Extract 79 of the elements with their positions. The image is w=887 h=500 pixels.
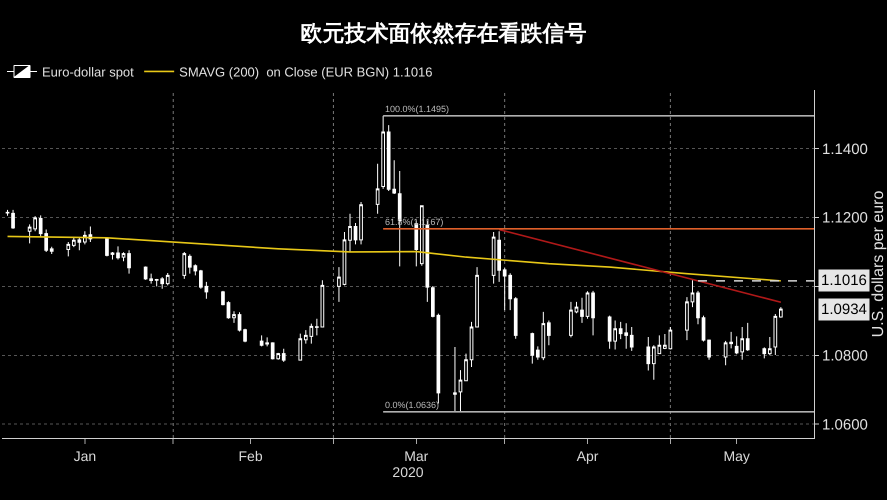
candlestick bbox=[541, 311, 546, 361]
x-tick-label: May bbox=[723, 448, 750, 464]
line-series bbox=[6, 236, 782, 282]
candlestick bbox=[188, 254, 192, 274]
candlestick bbox=[144, 266, 148, 280]
candlestick bbox=[740, 326, 744, 360]
x-tick-label: Feb bbox=[238, 448, 263, 464]
candlestick bbox=[724, 340, 728, 366]
candlestick bbox=[276, 352, 280, 360]
candlestick bbox=[514, 296, 518, 340]
candlestick bbox=[497, 230, 501, 282]
annotation: 1.0934 bbox=[821, 301, 867, 318]
candlestick bbox=[773, 313, 778, 356]
candlestick bbox=[436, 313, 440, 404]
annotation: 100.0%(1.1495) bbox=[385, 104, 450, 114]
x-tick-label: Jan bbox=[74, 448, 96, 464]
candlestick bbox=[630, 326, 634, 352]
y-tick-label: 1.1200 bbox=[822, 210, 868, 227]
candlestick bbox=[320, 280, 324, 328]
candlestick bbox=[618, 321, 623, 340]
candlestick bbox=[265, 336, 269, 347]
candlestick bbox=[28, 224, 32, 244]
candlestick bbox=[193, 264, 198, 276]
annotation: 0.0%(1.0636) bbox=[385, 400, 440, 410]
candlestick bbox=[50, 246, 54, 255]
candlestick bbox=[298, 333, 302, 361]
candlestick bbox=[38, 214, 43, 238]
candlestick bbox=[72, 236, 76, 248]
candlestick bbox=[270, 342, 275, 360]
candlestick bbox=[779, 306, 783, 318]
annotation: 1.1016 bbox=[821, 272, 867, 289]
y-axis-title: U.S. dollars per euro bbox=[870, 190, 887, 338]
candlestick bbox=[33, 216, 37, 232]
candlestick bbox=[77, 236, 82, 251]
legend-label: Euro-dollar spot bbox=[42, 64, 134, 80]
candlestick bbox=[492, 231, 496, 284]
legend-label: SMAVG (200) on Close (EUR BGN) 1.1016 bbox=[179, 64, 433, 80]
candlestick bbox=[646, 336, 650, 371]
candlestick bbox=[392, 160, 396, 195]
candlestick bbox=[381, 115, 385, 190]
candlestick bbox=[734, 336, 739, 355]
candlestick bbox=[154, 278, 159, 287]
candlestick bbox=[613, 320, 617, 350]
candlestick bbox=[376, 163, 380, 214]
y-tick-label: 1.0600 bbox=[822, 416, 868, 434]
candlestick bbox=[182, 251, 186, 280]
candlestick bbox=[530, 332, 534, 364]
chart-title: 欧元技术面依然存在看跌信号 bbox=[300, 21, 586, 46]
x-tick-label: Mar bbox=[404, 448, 429, 464]
candlestick bbox=[160, 276, 164, 290]
candlestick bbox=[204, 281, 208, 300]
candlestick bbox=[663, 333, 667, 350]
candlestick bbox=[536, 346, 540, 360]
candlestick bbox=[624, 322, 628, 350]
candlestick bbox=[431, 286, 435, 318]
candlestick bbox=[453, 346, 457, 412]
candlestick bbox=[260, 334, 264, 347]
candlestick bbox=[768, 336, 772, 356]
y-tick-label: 1.1400 bbox=[822, 140, 868, 158]
candlestick bbox=[547, 320, 551, 346]
candlestick bbox=[166, 272, 170, 286]
candlestick bbox=[729, 331, 733, 349]
candlestick bbox=[657, 334, 662, 354]
candlestick bbox=[508, 272, 512, 311]
candlestick bbox=[199, 269, 203, 290]
candlestick bbox=[149, 273, 153, 284]
candlestick bbox=[315, 318, 319, 336]
candlestick bbox=[309, 323, 314, 344]
candlestick bbox=[282, 348, 286, 362]
x-axis-title: 2020 bbox=[392, 464, 424, 480]
candlestick bbox=[608, 315, 612, 350]
y-tick-label: 1.0800 bbox=[822, 348, 868, 365]
candlestick bbox=[386, 124, 391, 192]
candlestick bbox=[762, 346, 766, 359]
candlestick bbox=[746, 322, 750, 352]
x-tick-label: Apr bbox=[576, 448, 599, 464]
candlestick bbox=[66, 241, 70, 257]
candlestick bbox=[304, 330, 308, 344]
candlestick bbox=[652, 344, 656, 380]
